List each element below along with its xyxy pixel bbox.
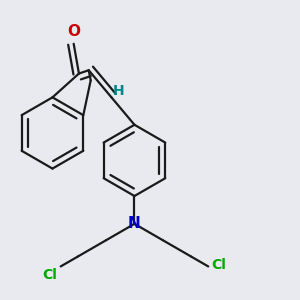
- Text: H: H: [113, 84, 125, 98]
- Text: Cl: Cl: [211, 258, 226, 272]
- Text: N: N: [128, 216, 141, 231]
- Text: Cl: Cl: [43, 268, 58, 282]
- Text: O: O: [67, 24, 80, 39]
